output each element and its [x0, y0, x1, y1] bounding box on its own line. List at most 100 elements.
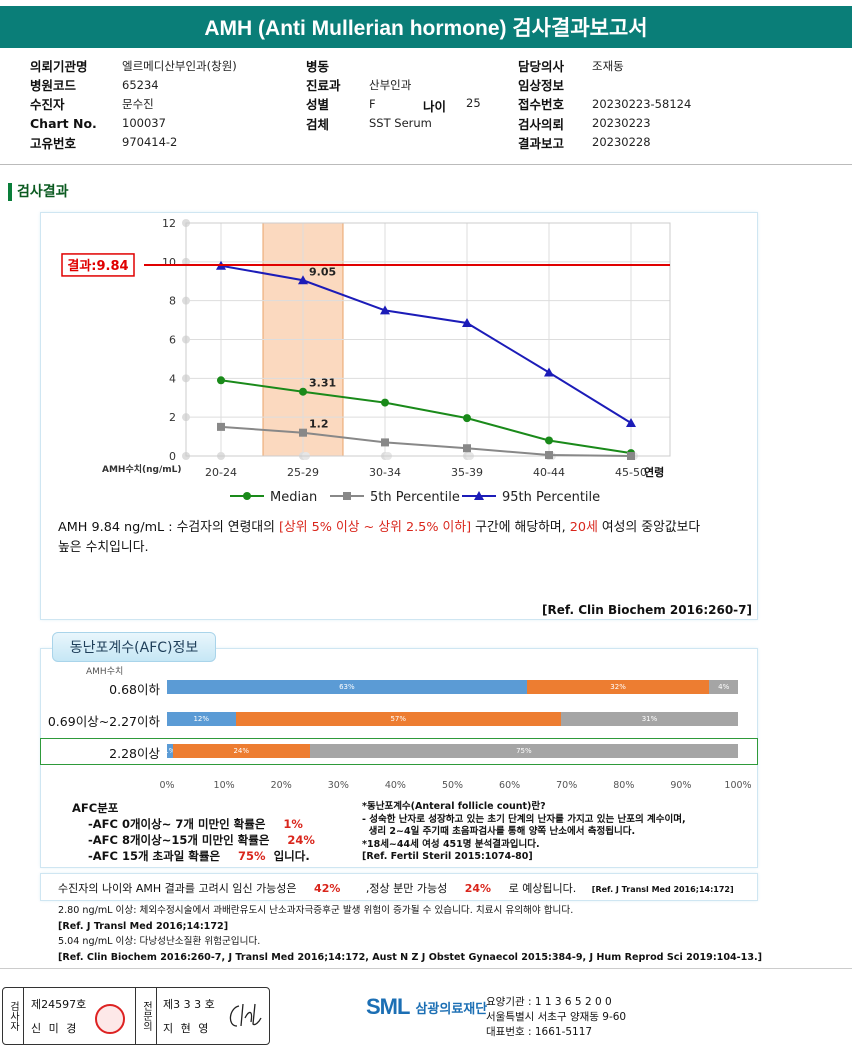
header-row: 담당의사 조재동 — [518, 56, 691, 75]
legend-label: 5th Percentile — [370, 490, 460, 505]
plot-frame — [185, 222, 671, 457]
result-label: 결과:9.84 — [67, 258, 128, 274]
org-info: 요양기관 : 1 1 3 6 5 2 0 0 서울특별시 서초구 양재동 9-6… — [486, 995, 626, 1040]
interp-text-1: AMH 9.84 ng/mL : 수검자의 연령대의 — [58, 520, 279, 535]
header-row: Chart No. 100037 — [30, 114, 237, 133]
header-label: 진료과 — [306, 78, 341, 94]
afc-dist-item: -AFC 15개 초과일 확률은 75% 입니다. — [88, 848, 323, 864]
examiner-seal — [95, 1004, 125, 1034]
x-tick-label: 35-39 — [451, 466, 483, 479]
median-point — [217, 376, 225, 385]
pregnancy-rate: 42% — [314, 882, 341, 895]
afc-note-line: [Ref. Fertil Steril 2015:1074-80] — [362, 851, 533, 862]
header-col-1: 의뢰기관명 엘르메디산부인과(창원) 병원코드 65234 수진자 문수진 Chart No… — [30, 56, 237, 152]
specialist-label-cell: 전문의 — [135, 988, 157, 1044]
header-row: 고유번호 970414-2 — [30, 133, 237, 152]
pregnancy-text: 수진자의 나이와 AMH 결과를 고려시 임신 가능성은 42% ,정상 분만 … — [58, 880, 734, 896]
interp-ref: [Ref. Clin Biochem 2016:260-7] — [542, 603, 752, 617]
interp-range: [상위 5% 이상 ~ 상위 2.5% 이하] — [278, 520, 472, 535]
header-label: 의뢰기관명 — [30, 59, 88, 75]
examiner-label-cell: 검사자 — [3, 988, 24, 1044]
header-value: 20230228 — [592, 135, 651, 150]
header-row: 임상정보 — [518, 75, 691, 94]
header-row: 성별 F — [306, 94, 432, 113]
afc-dist-text: -AFC 15개 초과일 확률은 — [88, 849, 221, 863]
y-tick-label: 6 — [169, 334, 176, 347]
section-title: 검사결과 — [8, 183, 69, 201]
p95-point — [462, 317, 472, 327]
header-label: 병원코드 — [30, 78, 77, 94]
afc-highlight-frame — [40, 738, 758, 765]
afc-dist-value: 75% — [238, 849, 266, 863]
median-point — [299, 387, 307, 396]
header-row: 검체 SST Serum — [306, 114, 432, 133]
header-row: 수진자 문수진 — [30, 94, 237, 113]
examiner-label: 검사자 — [7, 1001, 19, 1031]
header-value: 엘르메디산부인과(창원) — [122, 58, 237, 73]
chart-panel — [40, 212, 758, 620]
point-label: 9.05 — [309, 265, 336, 278]
p5-point — [545, 451, 553, 460]
series-line-0 — [220, 379, 632, 455]
y-tick-label: 10 — [162, 256, 176, 269]
org-logo: SML 삼광의료재단 — [366, 994, 487, 1020]
header-label: 고유번호 — [30, 135, 77, 151]
afc-note: *동난포계수(Anteral follicle count)란? - 성숙한 난… — [362, 801, 686, 864]
interp-line-2: 높은 수치입니다. — [58, 540, 149, 555]
header-value: 산부인과 — [369, 77, 412, 92]
series-line-1 — [220, 425, 632, 457]
pregnancy-panel — [40, 873, 758, 901]
y-tick-label: 2 — [169, 411, 176, 424]
p5-point — [217, 422, 225, 431]
specialist-signature — [229, 1003, 262, 1027]
header-col-3: 담당의사 조재동 임상정보 접수번호 20230223-58124 검사의뢰 2023022… — [518, 56, 691, 152]
header-value: SST Serum — [369, 116, 432, 131]
header-info: 의뢰기관명 엘르메디산부인과(창원) 병원코드 65234 수진자 문수진 Chart No… — [0, 50, 852, 160]
x-tick-label: 30-34 — [369, 466, 401, 479]
delivery-rate: 24% — [464, 882, 492, 895]
legend-marker — [343, 492, 351, 500]
examiner-name: 신 미 경 — [31, 1022, 79, 1035]
afc-dist-item: -AFC 0개이상~ 7개 미만인 확률은 1% — [88, 816, 323, 832]
afc-dist-item: -AFC 8개이상~15개 미만인 확률은 24% — [88, 832, 323, 848]
median-point — [463, 414, 471, 423]
afc-note-lines: - 성숙한 난자로 성장하고 있는 초기 단계의 난자를 가지고 있는 난포의 … — [362, 814, 686, 864]
afc-tick-label: 100% — [724, 780, 752, 791]
interp-text-5: 여성의 중앙값보다 — [597, 520, 701, 535]
afc-note-title: *동난포계수(Anteral follicle count)란? — [362, 801, 546, 812]
pregnancy-t1: 수진자의 나이와 AMH 결과를 고려시 임신 가능성은 — [58, 882, 297, 895]
median-point — [381, 398, 389, 407]
footnotes: 2.80 ng/mL 이상: 체외수정시술에서 과배란유도시 난소과자극증후군 … — [58, 903, 818, 965]
y-tick-label: 12 — [162, 217, 176, 230]
header-label: 검사의뢰 — [518, 116, 565, 132]
afc-axis: 0% 10% 20% 30% 40% 50% 60% 70% 80% 90% 100% — [159, 780, 751, 794]
afc-dist-suffix: 입니다. — [273, 849, 310, 863]
legend-marker — [243, 492, 251, 500]
afc-dist-title: AFC분포 — [72, 801, 119, 815]
p95-point — [544, 367, 554, 377]
header-row: 의뢰기관명 엘르메디산부인과(창원) — [30, 56, 237, 75]
afc-tab: 동난포계수(AFC)정보 — [52, 632, 216, 662]
pregnancy-t2: ,정상 분만 가능성 — [365, 882, 448, 895]
age-value: 25 — [466, 96, 481, 110]
afc-distribution: AFC분포 -AFC 0개이상~ 7개 미만인 확률은 1% -AFC 8개이상~1… — [72, 800, 323, 864]
footer-divider — [0, 968, 852, 969]
header-label: 성별 — [306, 97, 330, 113]
amh-age-chart: 0 2 4 6 8 10 12 20-24 25-29 30-34 35-39 40-44 45-50 A… — [61, 217, 671, 505]
signature-box: 검사자 제24597호 신 미 경 전문의 제3 3 3 호 지 현 영 — [2, 987, 270, 1045]
afc-note-line: *18세~44세 여성 451명 분석결과입니다. — [362, 838, 540, 850]
p5-point — [381, 438, 389, 447]
header-row: 병동 — [306, 56, 432, 75]
header-row: 접수번호 20230223-58124 — [518, 94, 691, 113]
header-label: 수진자 — [30, 97, 65, 113]
p5-point — [627, 452, 635, 460]
afc-tick-label: 90% — [670, 780, 692, 791]
header-value: 문수진 — [122, 96, 154, 111]
p5-point — [463, 444, 471, 453]
legend-label: Median — [270, 490, 317, 505]
y-tick-label: 8 — [169, 295, 176, 308]
p95-point — [298, 275, 308, 285]
afc-tick-label: 40% — [384, 780, 406, 791]
org-phone: 대표번호 : 1661-5117 — [486, 1026, 593, 1038]
